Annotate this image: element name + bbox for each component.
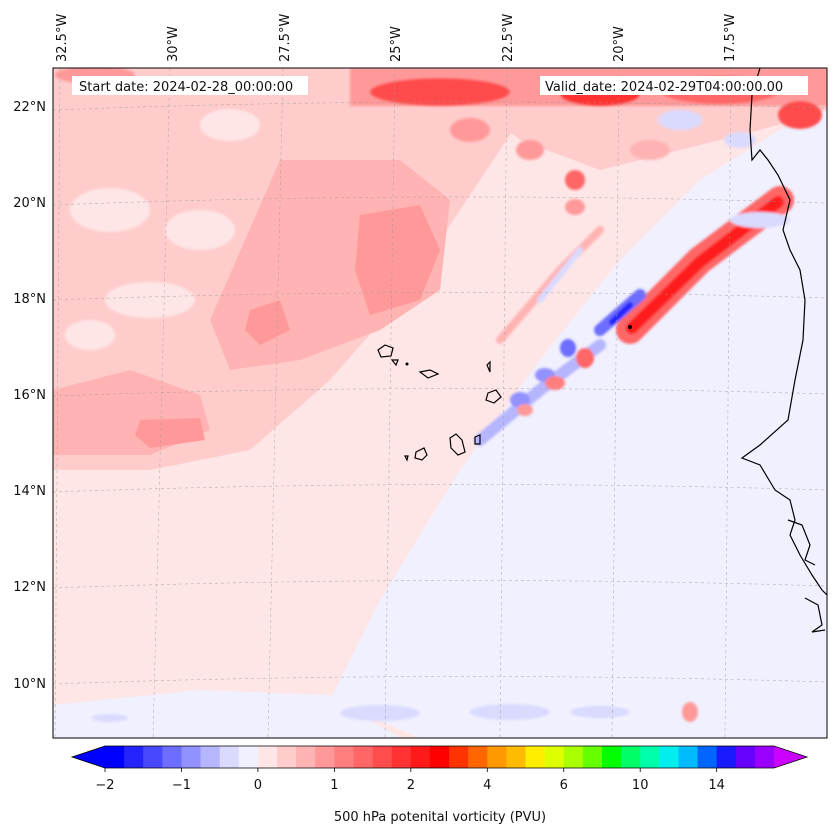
lon-label: 30°W (166, 26, 181, 62)
colorbar-segment (678, 746, 698, 768)
colorbar-segment (200, 746, 221, 768)
colorbar-segment (277, 746, 297, 768)
colorbar-under-arrow (72, 746, 105, 768)
colorbar-segment (601, 746, 622, 768)
colorbar-segment (582, 746, 603, 768)
colorbar: −2 −1 0 1 2 4 6 10 14 500 hPa potenital vorticit… (70, 745, 809, 825)
colorbar-tick-label: −1 (172, 778, 191, 793)
colorbar-segment (181, 746, 201, 768)
pv-field-bottom-streaks (92, 702, 698, 722)
colorbar-segment (334, 746, 354, 768)
colorbar-segment (525, 746, 546, 768)
colorbar-segment (716, 746, 737, 768)
lat-label: 14°N (13, 484, 46, 499)
colorbar-title: 500 hPa potenital vorticity (PVU) (334, 810, 546, 825)
lat-label: 16°N (13, 388, 46, 403)
colorbar-segment (697, 746, 718, 768)
colorbar-tick-label: 2 (407, 778, 415, 793)
colorbar-segment (391, 746, 412, 768)
gridlines (53, 68, 827, 738)
colorbar-segment (621, 746, 641, 768)
lat-label: 20°N (13, 196, 46, 211)
coastlines (740, 68, 827, 633)
pv-field-positive-3 (135, 418, 205, 448)
colorbar-segment (143, 746, 163, 768)
colorbar-segment (257, 746, 278, 768)
pv-field-weak-negative (53, 690, 400, 738)
colorbar-segment (468, 746, 488, 768)
lat-label: 12°N (13, 580, 46, 595)
colorbar-segment (487, 746, 507, 768)
lon-label: 20°W (612, 26, 627, 62)
colorbar-tick-label: 1 (330, 778, 338, 793)
colorbar-segment (353, 746, 373, 768)
valid-date-box (540, 76, 808, 95)
colorbar-segment (429, 746, 450, 768)
valid-date-label: Valid_date: 2024-02-29T04:00:00.00 (545, 80, 783, 95)
colorbar-segment (296, 746, 316, 768)
latitude-labels: 22°N 20°N 18°N 16°N 14°N 12°N 10°N (13, 100, 46, 692)
colorbar-segment (640, 746, 660, 768)
lat-label: 22°N (13, 100, 46, 115)
city-marker-dot (405, 362, 409, 366)
colorbar-segment (238, 746, 259, 768)
pv-field-positive-3 (245, 300, 290, 345)
colorbar-segment (124, 746, 144, 768)
lon-label: 32.5°W (55, 14, 70, 62)
lon-label: 22.5°W (501, 14, 516, 62)
pv-field-light-patches (65, 109, 260, 350)
lat-label: 18°N (13, 292, 46, 307)
colorbar-tick-label: 4 (483, 778, 491, 793)
pv-field-positive-3 (355, 205, 440, 315)
lat-label: 10°N (13, 677, 46, 692)
colorbar-tick-label: 10 (632, 778, 649, 793)
colorbar-tick-label: 6 (560, 778, 568, 793)
colorbar-segment (544, 746, 565, 768)
colorbar-segment (105, 746, 125, 768)
start-date-box (72, 76, 308, 95)
city-marker-dot (628, 325, 632, 329)
map-panel (53, 68, 827, 738)
colorbar-segment (410, 746, 431, 768)
lon-label: 17.5°W (723, 14, 738, 62)
colorbar-tick-label: 0 (254, 778, 262, 793)
longitude-labels: 32.5°W 30°W 27.5°W 25°W 22.5°W 20°W 17.5… (55, 14, 738, 62)
colorbar-segment (506, 746, 526, 768)
map-frame (52, 67, 828, 739)
colorbar-ticks: −2 −1 0 1 2 4 6 10 14 (95, 768, 725, 793)
colorbar-segment (659, 746, 679, 768)
pv-filament (474, 186, 794, 446)
colorbar-segment (449, 746, 469, 768)
colorbar-tick-label: −2 (95, 778, 114, 793)
colorbar-segment (162, 746, 182, 768)
colorbar-tick-label: 14 (708, 778, 725, 793)
colorbar-segment (372, 746, 393, 768)
lon-label: 27.5°W (278, 14, 293, 62)
colorbar-segment (735, 746, 756, 768)
colorbar-segments (105, 746, 775, 768)
colorbar-segment (219, 746, 240, 768)
colorbar-segment (754, 746, 775, 768)
colorbar-segment (563, 746, 584, 768)
colorbar-segment (315, 746, 335, 768)
colorbar-over-arrow (774, 746, 807, 768)
lon-label: 25°W (389, 26, 404, 62)
cape-verde-islands (377, 344, 502, 462)
start-date-label: Start date: 2024-02-28_00:00:00 (79, 80, 293, 95)
